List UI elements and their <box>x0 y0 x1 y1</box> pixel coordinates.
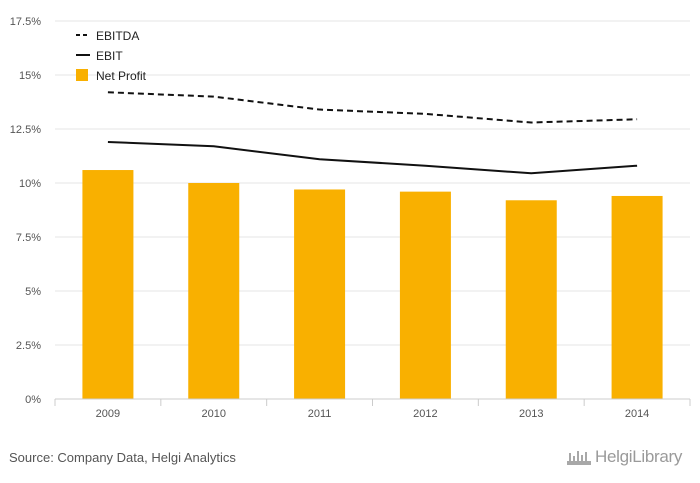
legend-net-profit-swatch <box>76 69 88 81</box>
y-tick-label: 5% <box>25 286 41 298</box>
y-tick-label: 10% <box>19 178 41 190</box>
bars <box>82 170 663 399</box>
library-icon <box>567 451 591 465</box>
x-tick-label: 2010 <box>202 408 226 420</box>
x-axis: 2009 2010 2011 2012 2013 2014 <box>54 398 691 420</box>
brand-name: HelgiLibrary <box>595 447 683 466</box>
legend-net-profit-label: Net Profit <box>96 69 147 83</box>
y-axis-ticks: 0% 2.5% 5% 7.5% 10% 12.5% 15% 17.5% <box>10 16 41 406</box>
legend-ebit-label: EBIT <box>96 49 123 63</box>
brand-logo: HelgiLibrary <box>566 447 682 467</box>
series-lines <box>107 91 638 175</box>
bar-net-profit <box>82 170 134 399</box>
bar-net-profit <box>294 189 346 399</box>
y-tick-label: 17.5% <box>10 16 41 28</box>
bar-net-profit <box>188 183 240 399</box>
y-tick-label: 2.5% <box>16 340 41 352</box>
x-tick-label: 2009 <box>96 408 120 420</box>
legend-ebitda-label: EBITDA <box>96 29 139 43</box>
legend: EBITDA EBIT Net Profit <box>76 29 147 83</box>
y-tick-label: 7.5% <box>16 232 41 244</box>
gridlines <box>55 20 690 346</box>
bar-net-profit <box>505 200 557 399</box>
bar-net-profit <box>399 191 451 399</box>
bar-net-profit <box>611 195 663 399</box>
source-note: Source: Company Data, Helgi Analytics <box>9 450 236 465</box>
x-tick-label: 2012 <box>413 408 437 420</box>
chart: 0% 2.5% 5% 7.5% 10% 12.5% 15% 17.5% 2009 2010 201… <box>10 16 691 420</box>
x-tick-label: 2011 <box>308 408 332 420</box>
line-ebit <box>107 140 638 175</box>
x-tick-label: 2013 <box>519 408 543 420</box>
y-tick-label: 0% <box>25 394 41 406</box>
y-tick-label: 12.5% <box>10 124 41 136</box>
line-ebitda <box>107 91 638 124</box>
x-tick-label: 2014 <box>625 408 649 420</box>
y-tick-label: 15% <box>19 70 41 82</box>
